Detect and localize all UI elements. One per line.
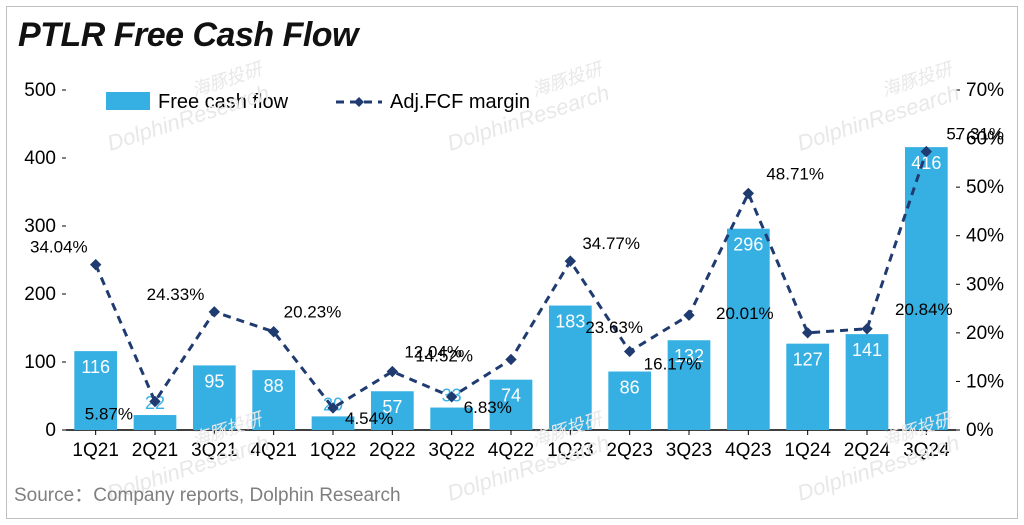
- y-right-label: 10%: [966, 371, 1004, 392]
- source-text: Source：Company reports, Dolphin Research: [14, 480, 401, 507]
- bar-label: 116: [81, 357, 110, 377]
- y-right-label: 40%: [966, 226, 1004, 247]
- y-right-label: 50%: [966, 177, 1004, 198]
- y-left-label: 300: [24, 216, 56, 237]
- line-marker: [862, 324, 872, 334]
- category-label: 3Q21: [191, 440, 237, 461]
- legend-line-label: Adj.FCF margin: [390, 91, 530, 113]
- line-label: 48.71%: [766, 164, 824, 183]
- category-label: 4Q22: [488, 440, 534, 461]
- line-label: 5.87%: [85, 404, 133, 423]
- y-left-label: 200: [24, 284, 56, 305]
- category-label: 3Q23: [666, 440, 712, 461]
- category-label: 1Q22: [310, 440, 356, 461]
- line-marker: [506, 354, 516, 364]
- line-marker: [209, 307, 219, 317]
- category-label: 1Q24: [784, 440, 831, 461]
- line-label: 14.52%: [415, 346, 473, 365]
- y-left-label: 100: [24, 352, 56, 373]
- combo-chart: 01002003004005000%10%20%30%40%50%60%70%1…: [16, 80, 1006, 480]
- line-label: 57.31%: [946, 125, 1004, 144]
- y-left-label: 0: [45, 420, 56, 441]
- category-label: 4Q23: [725, 440, 771, 461]
- bar-label: 127: [793, 350, 823, 370]
- category-label: 3Q22: [428, 440, 474, 461]
- category-label: 2Q23: [606, 440, 652, 461]
- y-right-label: 20%: [966, 323, 1004, 344]
- line-marker: [803, 328, 813, 338]
- y-right-label: 30%: [966, 274, 1004, 295]
- bar: [905, 147, 948, 430]
- category-label: 2Q22: [369, 440, 415, 461]
- line-label: 4.54%: [345, 409, 393, 428]
- bar-label: 141: [852, 340, 882, 360]
- y-left-label: 500: [24, 80, 56, 101]
- bar: [727, 229, 770, 430]
- line-marker: [743, 188, 753, 198]
- y-right-label: 70%: [966, 80, 1004, 101]
- bar-label: 183: [555, 312, 585, 332]
- y-left-label: 400: [24, 148, 56, 169]
- line-marker: [684, 310, 694, 320]
- legend-bar-label: Free cash flow: [158, 91, 289, 113]
- bar: [134, 415, 177, 430]
- category-label: 2Q21: [132, 440, 178, 461]
- line-label: 23.63%: [585, 318, 643, 337]
- line-label: 34.04%: [30, 238, 88, 257]
- bar-label: 296: [733, 235, 763, 255]
- chart-title: PTLR Free Cash Flow: [18, 16, 358, 55]
- line-label: 20.23%: [284, 303, 342, 322]
- category-label: 4Q21: [250, 440, 296, 461]
- category-label: 2Q24: [844, 440, 891, 461]
- category-label: 1Q21: [72, 440, 118, 461]
- category-label: 3Q24: [903, 440, 950, 461]
- line-label: 20.84%: [895, 300, 953, 319]
- line-label: 6.83%: [464, 398, 512, 417]
- bar-label: 95: [204, 371, 224, 391]
- bar-label: 86: [620, 378, 640, 398]
- category-label: 1Q23: [547, 440, 593, 461]
- line-label: 34.77%: [582, 234, 640, 253]
- y-right-label: 0%: [966, 420, 994, 441]
- line-marker: [91, 260, 101, 270]
- legend-line-marker: [354, 97, 364, 107]
- bar-label: 88: [264, 376, 284, 396]
- line-label: 20.01%: [716, 304, 774, 323]
- line-label: 24.33%: [147, 285, 205, 304]
- line-label: 16.17%: [644, 354, 702, 373]
- legend-bar-swatch: [106, 92, 150, 110]
